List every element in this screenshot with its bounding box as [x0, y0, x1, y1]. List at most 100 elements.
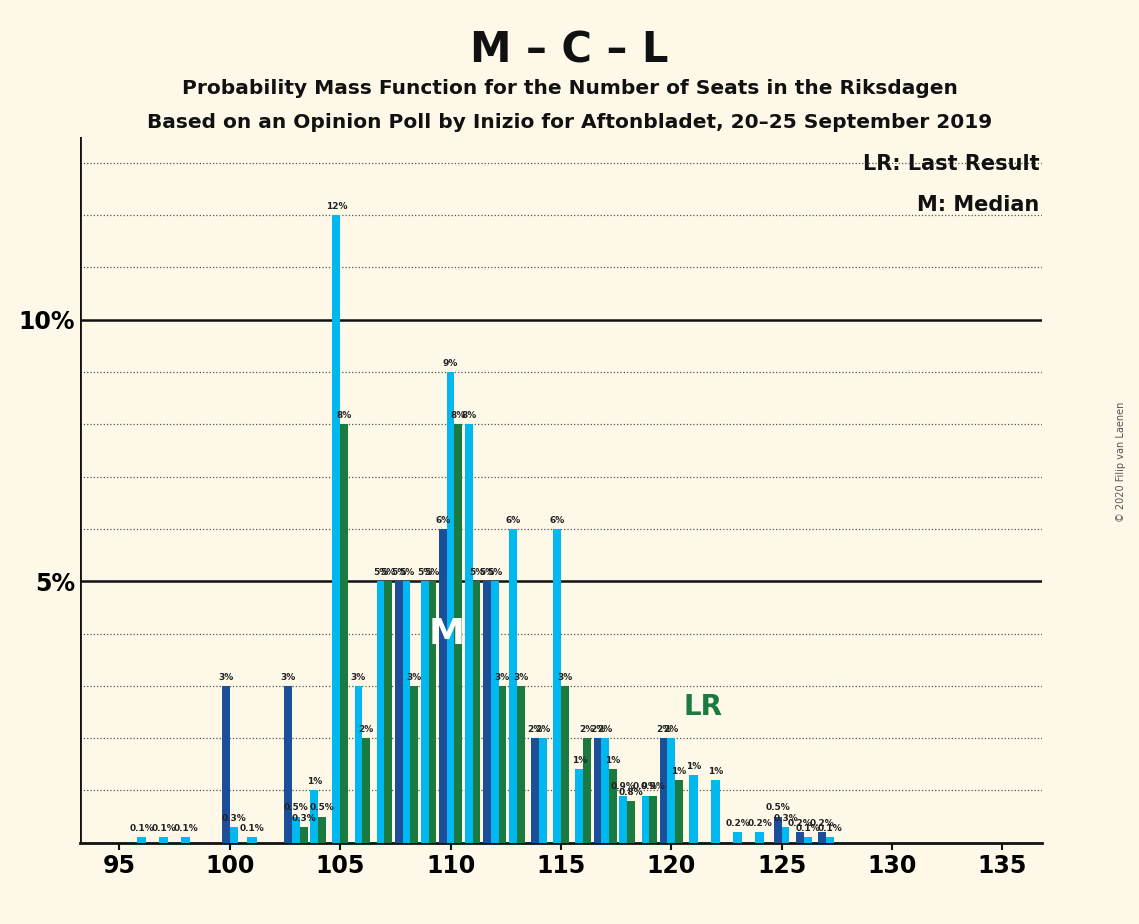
- Text: 0.5%: 0.5%: [765, 803, 790, 812]
- Bar: [641, 796, 649, 843]
- Text: 5%: 5%: [425, 568, 440, 578]
- Bar: [531, 738, 539, 843]
- Text: 1%: 1%: [707, 767, 723, 776]
- Bar: [826, 837, 834, 843]
- Text: 1%: 1%: [572, 757, 587, 765]
- Text: 5%: 5%: [391, 568, 407, 578]
- Text: 3%: 3%: [494, 673, 510, 682]
- Bar: [491, 581, 499, 843]
- Bar: [593, 738, 601, 843]
- Bar: [428, 581, 436, 843]
- Bar: [689, 774, 698, 843]
- Text: 3%: 3%: [513, 673, 528, 682]
- Bar: [159, 837, 169, 843]
- Bar: [318, 817, 326, 843]
- Bar: [230, 827, 238, 843]
- Text: 6%: 6%: [549, 516, 565, 525]
- Text: 1%: 1%: [686, 761, 700, 771]
- Bar: [285, 686, 293, 843]
- Bar: [517, 686, 525, 843]
- Text: 1%: 1%: [306, 777, 322, 786]
- Text: 0.2%: 0.2%: [810, 819, 835, 828]
- Text: M: Median: M: Median: [917, 195, 1039, 214]
- Bar: [796, 833, 804, 843]
- Text: 2%: 2%: [527, 725, 542, 734]
- Bar: [628, 801, 634, 843]
- Text: 5%: 5%: [399, 568, 415, 578]
- Text: 9%: 9%: [443, 359, 458, 368]
- Text: 0.9%: 0.9%: [611, 783, 636, 792]
- Text: 5%: 5%: [480, 568, 494, 578]
- Bar: [137, 837, 146, 843]
- Text: 0.3%: 0.3%: [292, 814, 317, 822]
- Text: 6%: 6%: [435, 516, 451, 525]
- Text: 8%: 8%: [336, 411, 352, 420]
- Bar: [609, 770, 616, 843]
- Bar: [804, 837, 811, 843]
- Bar: [439, 529, 446, 843]
- Bar: [732, 833, 743, 843]
- Text: 2%: 2%: [359, 725, 374, 734]
- Bar: [420, 581, 428, 843]
- Bar: [560, 686, 568, 843]
- Bar: [499, 686, 507, 843]
- Text: 2%: 2%: [535, 725, 550, 734]
- Text: 2%: 2%: [656, 725, 671, 734]
- Bar: [446, 372, 454, 843]
- Bar: [781, 827, 789, 843]
- Text: 1%: 1%: [605, 757, 621, 765]
- Bar: [181, 837, 190, 843]
- Bar: [601, 738, 609, 843]
- Bar: [293, 817, 300, 843]
- Text: 0.2%: 0.2%: [726, 819, 749, 828]
- Bar: [362, 738, 370, 843]
- Bar: [222, 686, 230, 843]
- Bar: [539, 738, 547, 843]
- Bar: [333, 215, 341, 843]
- Text: 0.1%: 0.1%: [795, 824, 820, 833]
- Text: 8%: 8%: [451, 411, 466, 420]
- Bar: [454, 424, 462, 843]
- Text: M – C – L: M – C – L: [470, 30, 669, 71]
- Text: 5%: 5%: [487, 568, 502, 578]
- Text: 5%: 5%: [417, 568, 433, 578]
- Text: 0.5%: 0.5%: [310, 803, 335, 812]
- Text: 3%: 3%: [280, 673, 296, 682]
- Bar: [410, 686, 418, 843]
- Text: 3%: 3%: [351, 673, 366, 682]
- Bar: [483, 581, 491, 843]
- Bar: [311, 790, 318, 843]
- Bar: [755, 833, 764, 843]
- Text: 0.3%: 0.3%: [773, 814, 798, 822]
- Text: 3%: 3%: [557, 673, 573, 682]
- Text: 0.5%: 0.5%: [284, 803, 309, 812]
- Bar: [775, 817, 781, 843]
- Text: 0.9%: 0.9%: [633, 783, 658, 792]
- Text: 0.1%: 0.1%: [151, 824, 177, 833]
- Bar: [395, 581, 402, 843]
- Bar: [247, 837, 256, 843]
- Bar: [354, 686, 362, 843]
- Text: 8%: 8%: [461, 411, 476, 420]
- Bar: [711, 780, 720, 843]
- Text: LR: Last Result: LR: Last Result: [862, 154, 1039, 175]
- Text: 2%: 2%: [598, 725, 613, 734]
- Bar: [377, 581, 384, 843]
- Text: 2%: 2%: [580, 725, 595, 734]
- Text: 2%: 2%: [590, 725, 605, 734]
- Bar: [649, 796, 657, 843]
- Bar: [384, 581, 392, 843]
- Text: 3%: 3%: [407, 673, 421, 682]
- Bar: [675, 780, 683, 843]
- Bar: [402, 581, 410, 843]
- Bar: [575, 770, 583, 843]
- Text: 5%: 5%: [372, 568, 388, 578]
- Text: 0.3%: 0.3%: [221, 814, 246, 822]
- Text: 0.2%: 0.2%: [747, 819, 772, 828]
- Text: 2%: 2%: [664, 725, 679, 734]
- Text: 12%: 12%: [326, 202, 347, 211]
- Bar: [465, 424, 473, 843]
- Text: 0.8%: 0.8%: [618, 787, 644, 796]
- Bar: [620, 796, 628, 843]
- Bar: [509, 529, 517, 843]
